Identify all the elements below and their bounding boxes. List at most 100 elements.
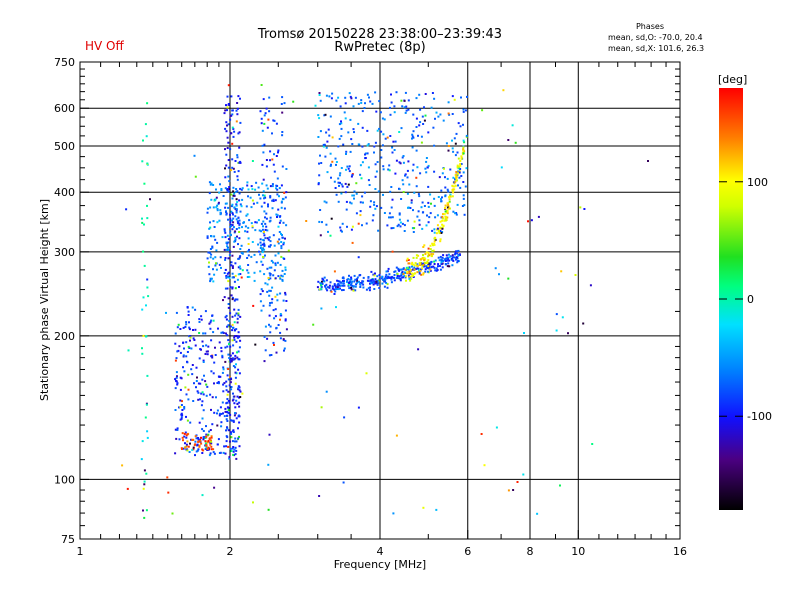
scatter-point [259,253,262,256]
scatter-point [507,277,510,280]
scatter-point [219,256,222,259]
scatter-point [318,117,321,120]
scatter-point [361,161,364,164]
scatter-point [351,241,354,244]
scatter-point [348,170,351,173]
scatter-point [374,141,377,144]
scatter-point [125,208,128,211]
scatter-point [431,250,434,253]
scatter-point [231,228,234,231]
scatter-point [350,138,353,141]
scatter-point [382,133,385,136]
scatter-point [196,443,199,446]
scatter-point [182,447,185,450]
scatter-point [426,166,429,169]
scatter-point [583,208,586,210]
scatter-point [462,108,465,111]
scatter-point [439,268,442,271]
scatter-point [215,196,218,199]
scatter-point [459,163,462,166]
scatter-point [239,339,242,342]
scatter-point [277,151,279,154]
scatter-point [348,165,351,168]
scatter-point [177,349,180,352]
scatter-point [238,445,241,448]
scatter-point [227,399,230,402]
scatter-point [189,421,192,424]
scatter-point [188,335,191,338]
scatter-point [462,181,465,183]
scatter-point [410,201,413,204]
scatter-point [364,153,366,156]
scatter-point [209,443,212,446]
scatter-point [190,438,193,441]
scatter-point [232,358,235,361]
scatter-point [555,313,558,316]
scatter-point [401,156,404,159]
scatter-point [337,181,340,184]
scatter-point [258,250,260,253]
scatter-point [238,372,241,375]
scatter-point [229,431,232,434]
scatter-point [201,417,204,420]
scatter-point [447,202,450,205]
scatter-point [273,153,275,156]
scatter-point [389,106,391,109]
scatter-point [271,207,274,210]
scatter-point [204,442,207,445]
scatter-point [224,410,227,413]
scatter-point [272,234,275,237]
scatter-point [451,113,454,115]
scatter-point [314,104,317,107]
scatter-point [407,259,410,261]
scatter-point [182,355,185,358]
scatter-point [263,234,266,237]
scatter-point [265,165,268,168]
scatter-point [400,198,403,200]
scatter-point [344,102,347,105]
scatter-point [416,263,419,266]
scatter-point [340,167,343,169]
scatter-point [280,103,283,105]
scatter-point [219,183,221,186]
scatter-point [464,185,467,188]
scatter-point [222,368,225,371]
scatter-point [185,415,187,418]
scatter-point [433,263,436,265]
scatter-point [460,156,463,159]
scatter-point [237,273,240,276]
scatter-point [146,278,149,281]
scatter-point [269,277,272,280]
scatter-point [238,146,241,149]
scatter-point [224,187,227,190]
scatter-point [231,267,234,269]
scatter-point [362,201,364,204]
scatter-point [318,495,321,497]
scatter-point [142,487,145,490]
chart-subtitle: RwPretec (8p) [334,40,426,55]
scatter-point [447,262,450,265]
scatter-point [337,282,340,285]
scatter-point [400,272,403,275]
scatter-point [222,412,224,415]
scatter-point [404,268,407,271]
scatter-point [259,197,262,200]
scatter-point [429,268,432,271]
y-tick-label: 75 [61,533,75,546]
scatter-point [209,206,212,209]
scatter-point [192,438,194,441]
scatter-point [285,328,288,331]
scatter-point [268,354,271,357]
scatter-point [412,256,415,259]
scatter-point [207,345,210,348]
scatter-point [237,385,240,388]
scatter-point [266,187,269,190]
scatter-point [405,105,408,108]
scatter-point [209,221,211,224]
scatter-point [268,294,271,297]
scatter-point [266,229,269,232]
scatter-point [386,270,389,273]
scatter-point [224,176,227,179]
scatter-point [232,167,235,170]
scatter-point [275,187,277,190]
